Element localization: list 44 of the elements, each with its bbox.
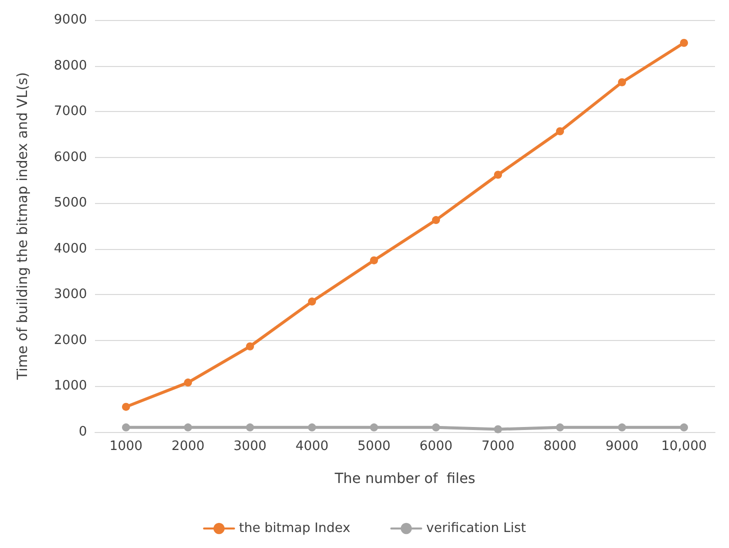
x-tick-label: 4000	[295, 439, 329, 454]
x-tick-label: 7000	[481, 439, 515, 454]
point	[246, 423, 254, 432]
x-axis-title: The number of files	[334, 471, 476, 487]
x-tick-label: 2000	[171, 439, 205, 454]
point	[308, 423, 316, 432]
y-tick-label: 8000	[54, 58, 87, 74]
point	[618, 423, 626, 432]
y-tick-label: 4000	[54, 241, 87, 256]
y-tick-label: 2000	[54, 332, 87, 348]
point	[680, 423, 688, 432]
x-tick-label: 8000	[543, 439, 577, 454]
point	[432, 423, 440, 432]
point	[494, 425, 502, 434]
y-tick-label: 5000	[54, 196, 87, 211]
y-tick-label: 1000	[54, 378, 87, 394]
y-tick-label: 3000	[54, 287, 87, 302]
point	[494, 170, 502, 179]
point	[370, 423, 378, 432]
y-tick-label: 0	[78, 424, 87, 440]
y-axis-title: Time of building the bitmap index and VL(s)	[15, 72, 31, 381]
x-tick-label: 10,000	[661, 439, 707, 454]
point	[122, 402, 130, 411]
x-tick-label: 1000	[109, 439, 143, 454]
x-tick-label: 3000	[233, 439, 267, 454]
point	[184, 423, 192, 432]
point	[556, 423, 564, 432]
legend-label: verification List	[426, 521, 526, 536]
point	[556, 127, 564, 136]
point	[122, 423, 130, 432]
x-tick-label: 6000	[419, 439, 453, 454]
x-tick-label: 5000	[357, 439, 391, 454]
point	[308, 298, 316, 306]
x-tick-label: 9000	[605, 439, 639, 454]
point	[432, 216, 440, 224]
y-tick-label: 7000	[54, 104, 87, 120]
point	[370, 256, 378, 264]
legend-label: the bitmap Index	[239, 521, 351, 536]
point	[246, 342, 254, 350]
y-tick-label: 9000	[54, 12, 87, 28]
point	[618, 78, 626, 86]
y-tick-label: 6000	[54, 150, 87, 165]
point	[184, 378, 192, 387]
point	[680, 38, 688, 47]
